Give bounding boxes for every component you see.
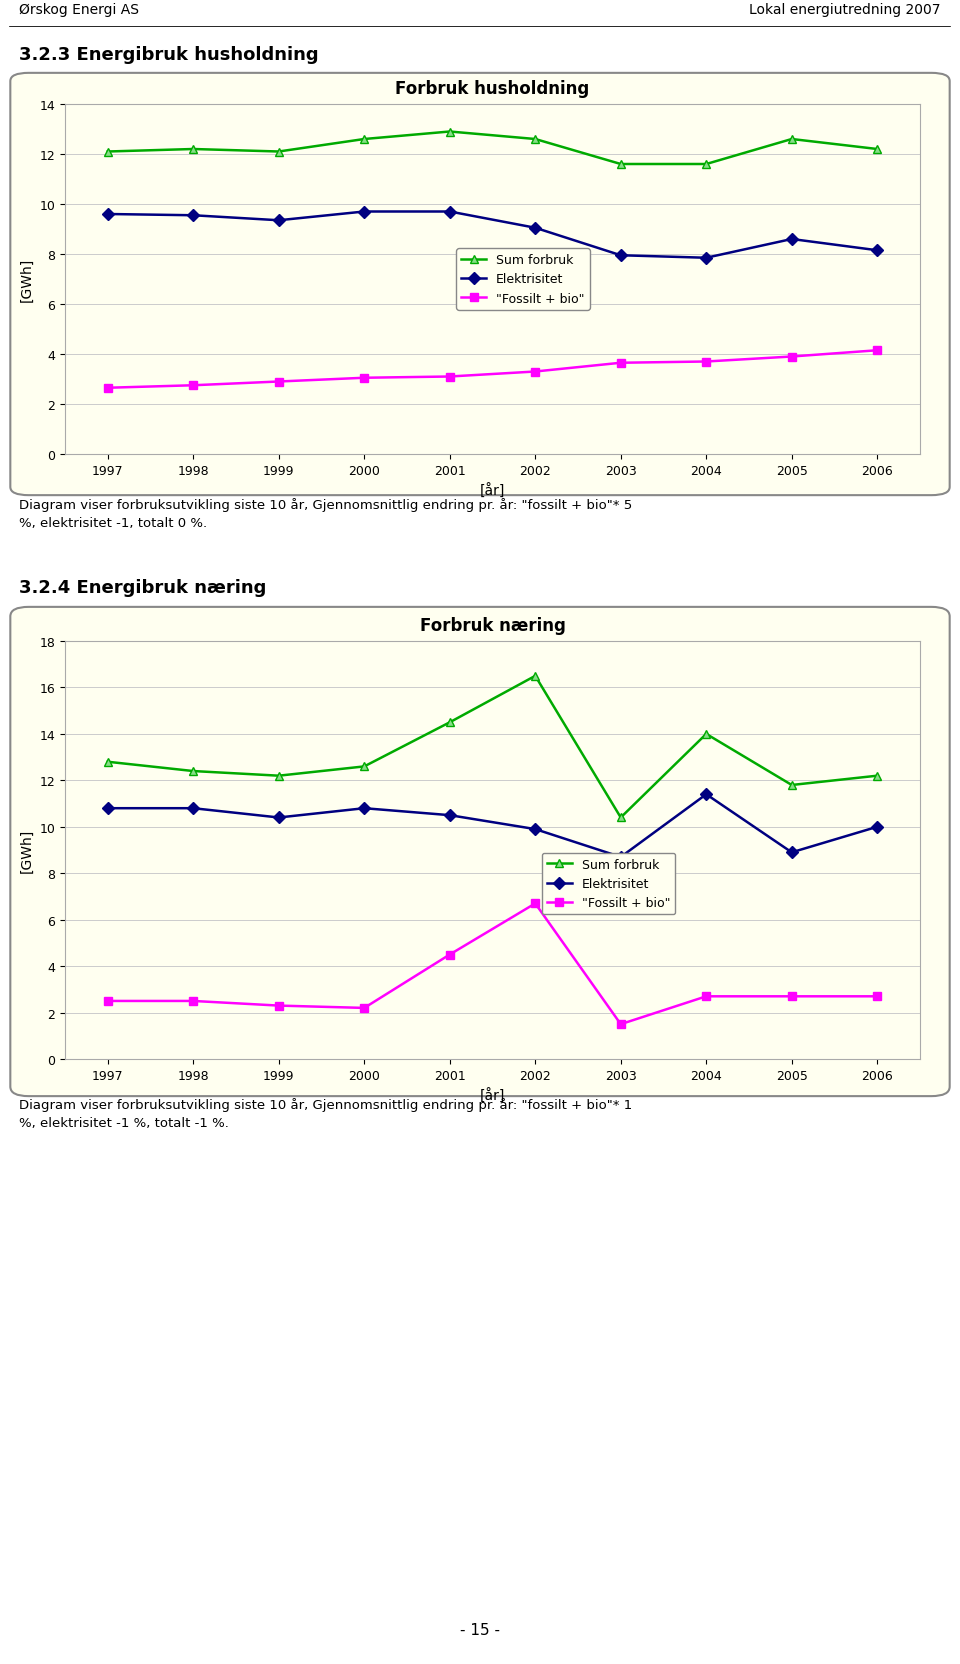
Text: Ørskog Energi AS: Ørskog Energi AS — [19, 3, 139, 17]
X-axis label: [år]: [år] — [480, 1088, 505, 1103]
Title: Forbruk husholdning: Forbruk husholdning — [396, 80, 589, 98]
X-axis label: [år]: [år] — [480, 483, 505, 498]
Text: Diagram viser forbruksutvikling siste 10 år, Gjennomsnittlig endring pr. år: "fo: Diagram viser forbruksutvikling siste 10… — [19, 1097, 633, 1130]
Text: - 15 -: - 15 - — [460, 1622, 500, 1637]
Legend: Sum forbruk, Elektrisitet, "Fossilt + bio": Sum forbruk, Elektrisitet, "Fossilt + bi… — [541, 854, 675, 915]
Text: Diagram viser forbruksutvikling siste 10 år, Gjennomsnittlig endring pr. år: "fo: Diagram viser forbruksutvikling siste 10… — [19, 498, 633, 529]
Title: Forbruk næring: Forbruk næring — [420, 617, 565, 634]
Legend: Sum forbruk, Elektrisitet, "Fossilt + bio": Sum forbruk, Elektrisitet, "Fossilt + bi… — [456, 250, 589, 311]
FancyBboxPatch shape — [11, 607, 949, 1097]
Text: 3.2.4 Energibruk næring: 3.2.4 Energibruk næring — [19, 579, 267, 597]
Text: 3.2.3 Energibruk husholdning: 3.2.3 Energibruk husholdning — [19, 47, 319, 63]
Text: Lokal energiutredning 2007: Lokal energiutredning 2007 — [750, 3, 941, 17]
Y-axis label: [GWh]: [GWh] — [20, 829, 34, 872]
FancyBboxPatch shape — [11, 73, 949, 496]
Y-axis label: [GWh]: [GWh] — [20, 258, 34, 301]
